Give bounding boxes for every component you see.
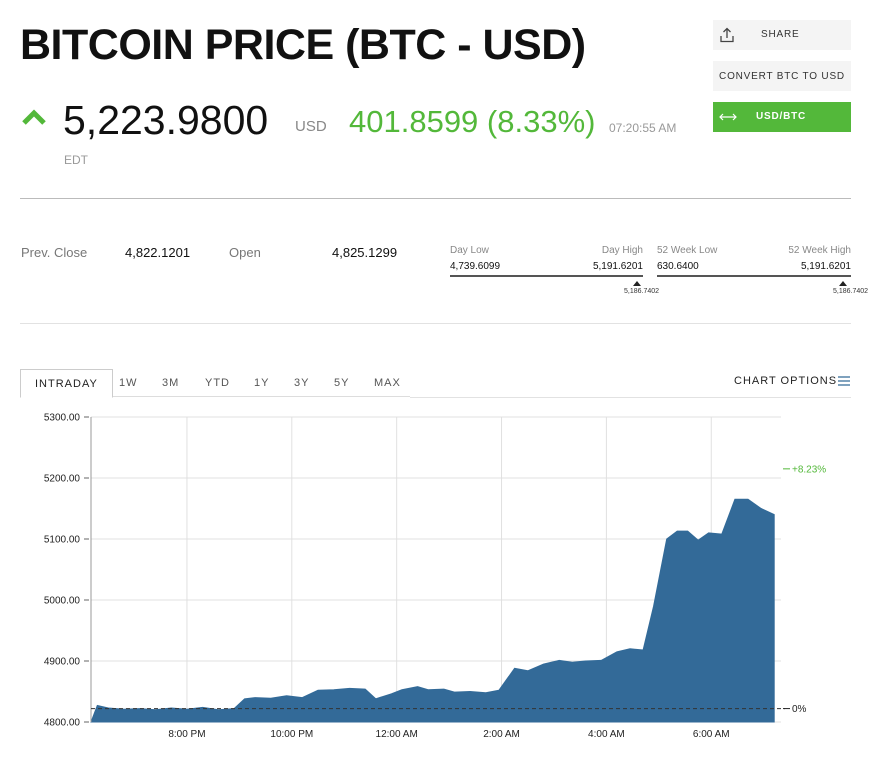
week52-range-bar — [657, 275, 851, 277]
tab-ytd[interactable]: YTD — [205, 377, 230, 389]
day-range-marker — [633, 281, 641, 286]
annotation-label: 0% — [792, 704, 807, 715]
week52-high-value: 5,191.6201 — [800, 261, 851, 272]
open-value: 4,825.1299 — [332, 245, 398, 260]
share-label: SHARE — [761, 29, 800, 40]
y-tick-label: 5200.00 — [44, 474, 81, 485]
y-tick-label: 5100.00 — [44, 535, 81, 546]
tab-max[interactable]: MAX — [374, 377, 401, 389]
day-low-value: 4,739.6099 — [450, 261, 501, 272]
share-button[interactable]: SHARE — [713, 20, 851, 50]
week52-range-marker — [839, 281, 847, 286]
current-price: 5,223.9800 — [63, 97, 269, 143]
tab-3y[interactable]: 3Y — [294, 377, 310, 389]
menu-icon[interactable] — [838, 376, 850, 386]
y-tick-label: 4900.00 — [44, 657, 81, 668]
convert-btc-to-usd-button[interactable]: CONVERT BTC TO USD — [713, 61, 851, 91]
usd-btc-label: USD/BTC — [756, 111, 807, 122]
share-icon — [720, 27, 734, 43]
x-tick-label: 4:00 AM — [588, 729, 625, 740]
prev-close-label: Prev. Close — [21, 245, 88, 260]
price-change: 401.8599 (8.33%) — [349, 104, 596, 139]
tab-1w[interactable]: 1W — [119, 377, 138, 389]
x-tick-label: 6:00 AM — [693, 729, 730, 740]
day-low-label: Day Low — [450, 245, 489, 256]
y-tick-label: 4800.00 — [44, 718, 81, 729]
timezone-label: EDT — [64, 153, 88, 167]
quote-time: 07:20:55 AM — [609, 121, 677, 135]
tab-3m[interactable]: 3M — [162, 377, 180, 389]
week52-high-label: 52 Week High — [788, 245, 851, 256]
y-tick-label: 5000.00 — [44, 596, 81, 607]
tab-5y[interactable]: 5Y — [334, 377, 350, 389]
tab-1y[interactable]: 1Y — [254, 377, 270, 389]
header-divider — [20, 198, 851, 199]
week52-low-value: 630.6400 — [657, 261, 699, 272]
tab-intraday[interactable]: INTRADAY — [20, 369, 113, 398]
x-tick-label: 12:00 AM — [376, 729, 418, 740]
x-tick-label: 8:00 PM — [168, 729, 205, 740]
open-label: Open — [229, 245, 261, 260]
usd-btc-button[interactable]: USD/BTC — [713, 102, 851, 132]
day-high-value: 5,191.6201 — [592, 261, 643, 272]
prev-close-value: 4,822.1201 — [125, 245, 191, 260]
week52-low-label: 52 Week Low — [657, 245, 718, 256]
x-tick-label: 2:00 AM — [483, 729, 520, 740]
chart-top-border — [410, 397, 851, 398]
day-high-label: Day High — [601, 245, 643, 256]
page-title: BITCOIN PRICE (BTC - USD) — [20, 21, 586, 69]
price-chart: 8:00 PM 10:00 PM 12:00 AM 2:00 AM 4:00 AM 6:0… — [44, 413, 826, 741]
x-tick-label: 10:00 PM — [270, 729, 313, 740]
week52-range-current: 5,186.7402 — [833, 288, 869, 295]
chart-options-button[interactable]: CHART OPTIONS — [734, 375, 838, 387]
day-range-current: 5,186.7402 — [624, 288, 660, 295]
stats-divider — [20, 323, 851, 324]
range-tabs: INTRADAY 1W 3M YTD 1Y 3Y 5Y MAX — [20, 369, 410, 398]
annotation-label: +8.23% — [792, 464, 826, 475]
y-tick-label: 5300.00 — [44, 413, 81, 424]
currency-label: USD — [295, 118, 327, 135]
price-area-series — [90, 498, 775, 723]
day-range-bar — [450, 275, 643, 277]
up-arrow-icon — [22, 109, 46, 125]
swap-arrows-icon — [719, 113, 737, 121]
